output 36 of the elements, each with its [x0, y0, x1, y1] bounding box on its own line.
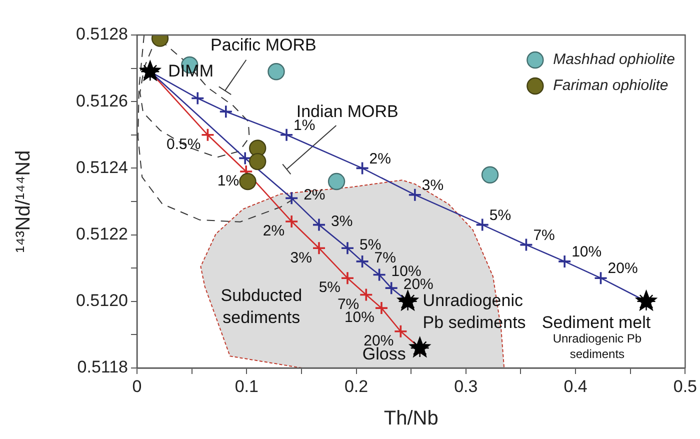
legend-label: Fariman ophiolite: [553, 77, 668, 94]
y-axis-title: ¹⁴³Nd/¹⁴⁴Nd: [12, 150, 35, 253]
annotation: 20%: [608, 260, 638, 278]
annotation: 3%: [422, 176, 444, 194]
annotation: 0.5%: [166, 136, 201, 154]
annotation: 1%: [217, 172, 240, 190]
annotation: 1%: [294, 117, 316, 134]
legend-label: Mashhad ophiolite: [553, 51, 675, 68]
annotation: Subducted sediments: [220, 286, 302, 328]
annotation: 3%: [330, 212, 353, 230]
annotation: 5%: [489, 206, 512, 224]
annotation: 3%: [290, 249, 312, 266]
y-tick-label: 0.5128: [76, 24, 128, 44]
annotation: 2%: [304, 186, 326, 204]
annotation: Unradiogenic Pb sediments: [552, 331, 642, 362]
annotation: 10%: [572, 244, 602, 261]
x-axis-title: Th/Nb: [384, 408, 438, 430]
x-tick-label: 0: [132, 376, 142, 396]
annotation: 5%: [318, 279, 341, 296]
annotation: Unradiogenic Pb sediments: [422, 291, 526, 332]
annotation: 7%: [533, 226, 555, 244]
x-tick-label: 0.2: [344, 376, 368, 396]
annotation: DIMM: [168, 61, 214, 80]
x-tick-label: 0.5: [673, 376, 698, 396]
annotation: 2%: [369, 150, 391, 168]
x-tick-label: 0.1: [234, 376, 258, 396]
y-tick-label: 0.5120: [76, 291, 128, 310]
y-tick-label: 0.5126: [76, 91, 128, 110]
annotation: 2%: [262, 222, 285, 240]
y-tick-label: 0.5124: [76, 158, 128, 177]
y-tick-label: 0.5118: [77, 358, 128, 377]
x-tick-label: 0.3: [454, 376, 478, 396]
annotation: Sediment melt: [542, 313, 651, 332]
annotation: Pacific MORB: [210, 36, 316, 55]
x-tick-label: 0.4: [564, 376, 588, 396]
y-tick-label: 0.5122: [76, 224, 128, 244]
